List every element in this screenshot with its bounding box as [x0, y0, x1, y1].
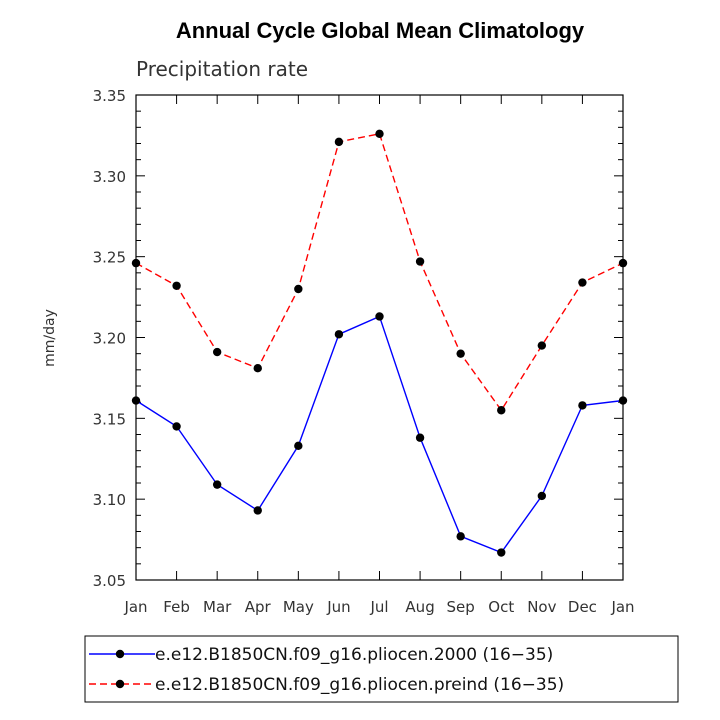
series-0-point	[172, 422, 181, 431]
series-1-point	[172, 281, 181, 290]
x-tick-label: Aug	[405, 598, 434, 616]
plot-frame	[135, 94, 624, 581]
series-1-point	[578, 278, 587, 287]
series-0-point	[456, 532, 465, 541]
y-tick-label: 3.25	[93, 249, 126, 267]
plot-area: Jan Feb Mar Apr May Jun Jul Aug Sep Oct Nov Dec Jan 3…	[93, 87, 635, 616]
y-tick-label: 3.15	[93, 410, 126, 428]
series-1-point	[334, 137, 344, 147]
series-1-point	[294, 284, 303, 294]
series-1-point	[253, 364, 262, 373]
chart-title: Annual Cycle Global Mean Climatology	[176, 18, 585, 43]
series-1-point	[212, 347, 222, 357]
series-0-point	[334, 330, 344, 339]
series-1-point	[131, 258, 141, 268]
y-tick-label: 3.30	[93, 168, 126, 186]
legend-label-1: e.e12.B1850CN.f09_g16.pliocen.preind (16…	[155, 675, 564, 695]
series-1-point	[415, 257, 425, 266]
legend-marker-1	[115, 679, 125, 689]
x-tick-label: Dec	[568, 598, 597, 616]
series-0-point	[131, 396, 141, 405]
series-1-point	[618, 258, 628, 268]
series-0-point	[578, 401, 587, 410]
x-tick-label: Jan	[610, 598, 634, 616]
series-0-point	[497, 548, 506, 557]
x-tick-label: Feb	[163, 598, 190, 616]
series-1-point	[375, 129, 384, 138]
series-line-0	[135, 315, 624, 554]
y-tick-label: 3.10	[93, 491, 126, 509]
series-0-point	[618, 396, 628, 405]
series-line-1	[135, 132, 624, 412]
x-tick-label: Oct	[488, 598, 514, 616]
x-tick-label: Apr	[245, 598, 272, 616]
x-tick-label: Nov	[527, 598, 556, 616]
series-0-point	[375, 312, 384, 321]
series-0-point	[212, 480, 222, 489]
series-0-point	[253, 506, 262, 515]
legend-box	[84, 635, 679, 703]
legend: e.e12.B1850CN.f09_g16.pliocen.2000 (16−3…	[84, 635, 679, 703]
series-0-point	[294, 441, 303, 451]
x-tick-label: Jun	[326, 598, 350, 616]
series-1-point	[456, 349, 465, 358]
x-tick-label: May	[283, 598, 314, 616]
x-tick-label: Jan	[123, 598, 147, 616]
y-tick-label: 3.35	[93, 87, 126, 105]
chart-subtitle: Precipitation rate	[136, 57, 308, 81]
series-1-point	[497, 406, 506, 415]
x-tick-label: Sep	[447, 598, 475, 616]
series-0-point	[415, 433, 425, 442]
series-1-point	[537, 341, 547, 350]
y-axis-label: mm/day	[42, 309, 58, 367]
x-tick-label: Jul	[369, 598, 388, 616]
y-tick-label: 3.05	[93, 572, 126, 590]
legend-label-0: e.e12.B1850CN.f09_g16.pliocen.2000 (16−3…	[155, 645, 553, 665]
x-tick-label: Mar	[203, 598, 232, 616]
y-tick-label: 3.20	[93, 330, 126, 348]
legend-marker-0	[115, 649, 125, 659]
series-0-point	[537, 491, 547, 501]
